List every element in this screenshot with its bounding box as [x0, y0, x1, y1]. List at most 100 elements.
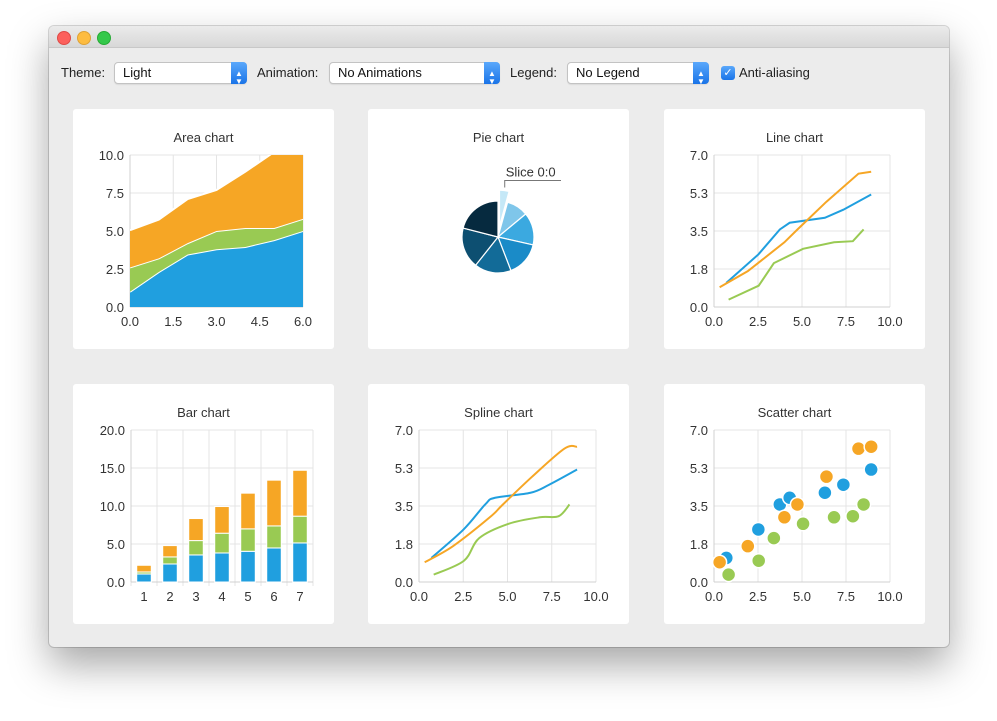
zoom-button[interactable]	[97, 31, 111, 45]
scatter-point-series-1	[855, 496, 872, 513]
x-tick-label: 5	[244, 589, 251, 604]
chart-title: Area chart	[173, 130, 234, 145]
chart-canvas: 0.0 1.8 3.5 5.3 7.0 0.0 2.5 5.0 7.5 10.0	[395, 423, 609, 604]
scatter-point-series-2	[818, 468, 835, 485]
pie-slice-label: Slice 0:0	[506, 164, 556, 179]
y-tick-label: 7.0	[690, 423, 708, 438]
x-tick-label: 6	[270, 589, 277, 604]
y-tick-label: 7.0	[690, 148, 708, 163]
scatter-point-series-2	[850, 440, 867, 457]
y-tick-label: 0.0	[107, 575, 125, 590]
x-tick-label: 10.0	[877, 314, 902, 329]
bar-2-series-1	[162, 556, 178, 565]
y-tick-label: 2.5	[106, 262, 124, 277]
y-tick-label: 0.0	[690, 575, 708, 590]
x-tick-label: 0.0	[121, 314, 139, 329]
chevron-updown-icon: ▲ ▼	[693, 62, 709, 86]
bar-5-series-2	[240, 492, 256, 530]
scatter-point-series-1	[795, 516, 811, 532]
chart-canvas: 0.0 1.8 3.5 5.3 7.0 0.0 2.5 5.0 7.5 10.0	[690, 423, 903, 604]
y-tick-label: 0.0	[690, 300, 708, 315]
scatter-point-series-1	[826, 509, 842, 526]
bar-6-series-1	[266, 525, 282, 549]
bar-3-series-0	[188, 554, 204, 583]
antialiasing-checkbox[interactable]: ✓	[721, 66, 735, 80]
y-tick-label: 5.3	[690, 461, 708, 476]
y-tick-label: 3.5	[395, 499, 413, 514]
area-series-0	[130, 231, 303, 307]
x-tick-label: 3.0	[207, 314, 225, 329]
y-tick-label: 5.0	[107, 537, 125, 552]
area-series-border	[130, 155, 272, 232]
chart-title: Line chart	[765, 130, 824, 145]
x-tick-label: 5.0	[498, 589, 516, 604]
scatter-point-series-0	[863, 461, 879, 478]
bar-4-series-0	[214, 552, 230, 583]
animation-value: No Animations	[338, 65, 422, 80]
bar-2-series-0	[162, 563, 178, 583]
bar-4-series-2	[214, 506, 230, 534]
x-tick-label: 7.5	[837, 589, 855, 604]
bar-5-series-0	[240, 550, 256, 583]
title-bar	[49, 26, 949, 48]
y-tick-label: 15.0	[100, 461, 125, 476]
app-window: Theme: Light ▲ ▼ Animation: No Animations…	[49, 26, 949, 647]
y-tick-label: 3.5	[690, 499, 708, 514]
chart-canvas: 0.0 5.0 10.0 15.0 20.0 1 2 3 4 5 6 7	[100, 423, 314, 604]
spline-series-0	[430, 468, 578, 559]
scatter-chart: Scatter chart 0.0 1.8 3.5 5.3 7.0 0.0 2.5 5.0 7.5…	[664, 384, 925, 624]
x-tick-label: 2	[166, 589, 173, 604]
scatter-point-series-0	[835, 476, 852, 493]
y-tick-label: 10.0	[99, 148, 124, 163]
scatter-point-series-1	[766, 530, 782, 546]
chevron-updown-icon: ▲ ▼	[484, 62, 500, 86]
legend-combo[interactable]: No Legend ▲ ▼	[567, 62, 709, 86]
line-series-1	[728, 228, 865, 301]
y-tick-label: 5.0	[106, 224, 124, 239]
area-chart: Area chart 0.0 2.5 5.0 7.5 10.0 0.0 1.5 3.0 4.5 6.…	[73, 109, 334, 349]
x-tick-label: 10.0	[877, 589, 902, 604]
x-tick-label: 3	[192, 589, 199, 604]
scatter-point-series-1	[720, 566, 737, 583]
y-tick-label: 7.0	[395, 423, 413, 438]
line-series-0	[725, 193, 872, 284]
x-tick-label: 10.0	[583, 589, 608, 604]
area-series-group	[130, 155, 303, 307]
pie-slice-5	[461, 227, 500, 267]
y-tick-label: 1.8	[690, 262, 708, 277]
close-button[interactable]	[57, 31, 71, 45]
spline-chart: Spline chart 0.0 1.8 3.5 5.3 7.0 0.0 2.5 5.0 7.5 1…	[368, 384, 629, 624]
spline-series-1	[433, 503, 571, 576]
x-tick-label: 7.5	[543, 589, 561, 604]
bar-7-series-0	[292, 542, 308, 583]
chart-canvas: 0.0 1.8 3.5 5.3 7.0 0.0 2.5 5.0 7.5 10.0	[690, 148, 903, 329]
scatter-point-series-0	[817, 485, 833, 501]
bar-6-series-0	[266, 547, 282, 583]
spline-series-2	[424, 444, 578, 564]
scatter-point-series-2	[863, 438, 879, 455]
x-tick-label: 1	[140, 589, 147, 604]
y-tick-label: 1.8	[395, 537, 413, 552]
scatter-point-series-1	[750, 552, 767, 569]
y-tick-label: 20.0	[100, 423, 125, 438]
bar-7-series-1	[292, 515, 308, 544]
chart-title: Pie chart	[472, 130, 525, 145]
chart-canvas: 0.0 2.5 5.0 7.5 10.0 0.0 1.5 3.0 4.5 6.0	[99, 148, 312, 329]
x-tick-label: 7.5	[837, 314, 855, 329]
minimize-button[interactable]	[77, 31, 91, 45]
animation-combo[interactable]: No Animations ▲ ▼	[329, 62, 500, 86]
y-tick-label: 3.5	[690, 224, 708, 239]
bar-4-series-1	[214, 532, 230, 554]
scatter-point-series-2	[740, 538, 756, 554]
x-tick-label: 5.0	[793, 589, 811, 604]
theme-value: Light	[123, 65, 152, 80]
y-tick-label: 10.0	[100, 499, 125, 514]
pie-slice-6	[462, 200, 499, 238]
theme-combo[interactable]: Light ▲ ▼	[114, 62, 247, 86]
chart-canvas: Slice 0:0	[461, 164, 561, 274]
bar-2-series-2	[162, 545, 178, 558]
pie-label-leader	[504, 179, 561, 188]
scatter-point-series-2	[789, 496, 806, 513]
bar-6-series-2	[266, 479, 282, 527]
bar-1-series-0	[136, 573, 152, 583]
